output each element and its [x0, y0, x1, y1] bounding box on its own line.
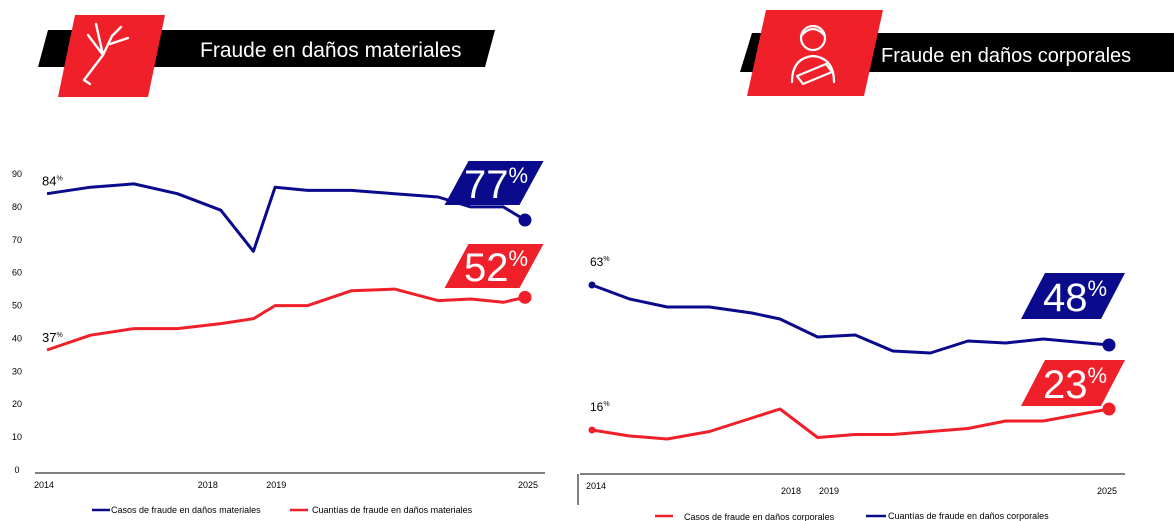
icon-badge [58, 15, 165, 97]
y-tick-label: 90 [12, 169, 22, 179]
end-badge-casos: 23% [1043, 363, 1107, 407]
series-line [591, 407, 1110, 441]
series-line [46, 287, 526, 352]
start-point-marker [588, 281, 596, 289]
series-line [591, 283, 1110, 355]
start-value-label: 84% [42, 174, 63, 189]
x-tick-label: 2018 [781, 486, 801, 496]
y-tick-label: 70 [12, 235, 22, 245]
start-point-marker [588, 426, 596, 434]
start-value-label: 63% [590, 255, 610, 269]
icon-badge [747, 10, 883, 96]
header-materiales: Fraude en daños materiales [38, 15, 495, 97]
chart-corporales: 2014 2018 2019 2025 63% 16% 48% 23% Casos de fra… [577, 255, 1125, 521]
y-tick-label: 40 [12, 333, 22, 343]
end-point-marker [1102, 338, 1116, 352]
y-tick-label: 20 [12, 399, 22, 409]
x-tick-label: 2019 [819, 486, 839, 496]
hand-icon [82, 22, 130, 86]
end-badge-casos-box [1021, 360, 1125, 406]
x-tick-label: 2014 [586, 481, 606, 491]
panel-title: Fraude en daños corporales [881, 45, 1131, 67]
legend-label: Cuantías de fraude en daños materiales [312, 505, 473, 515]
y-tick-label: 80 [12, 202, 22, 212]
x-tick-label: 2025 [518, 480, 538, 490]
end-badge-cuantias-box [1021, 273, 1125, 319]
chart-materiales: 0 10 20 30 40 50 60 70 80 90 2014 2018 2019 2025 84% 37… [12, 161, 545, 515]
end-badge-cuantias: 52% [464, 246, 528, 290]
y-tick-label: 60 [12, 268, 22, 278]
x-tick-label: 2025 [1097, 486, 1117, 496]
x-tick-label: 2018 [198, 480, 218, 490]
y-tick-label: 0 [14, 465, 19, 475]
legend-label: Casos de fraude en daños corporales [684, 512, 835, 521]
end-point-marker [1102, 402, 1116, 416]
end-badge-cuantias-box [444, 244, 544, 288]
header-corporales: Fraude en daños corporales [740, 10, 1174, 96]
end-badge-casos-box [444, 161, 544, 205]
end-badge-cuantias: 48% [1043, 276, 1107, 320]
start-value-label: 16% [590, 400, 610, 414]
end-point-marker [518, 213, 532, 227]
legend-label: Casos de fraude en daños materiales [111, 505, 261, 515]
x-tick-label: 2014 [34, 480, 54, 490]
panel-title: Fraude en daños materiales [200, 39, 462, 62]
y-tick-label: 50 [12, 301, 22, 311]
series-line [46, 182, 526, 253]
end-point-marker [518, 290, 532, 304]
x-tick-label: 2019 [266, 480, 286, 490]
injured-person-icon [790, 24, 836, 86]
y-tick-label: 30 [12, 366, 22, 376]
y-tick-label: 10 [12, 432, 22, 442]
legend-label: Cuantías de fraude en daños corporales [888, 511, 1049, 521]
start-value-label: 37% [42, 330, 63, 345]
end-badge-casos: 77% [464, 163, 528, 207]
